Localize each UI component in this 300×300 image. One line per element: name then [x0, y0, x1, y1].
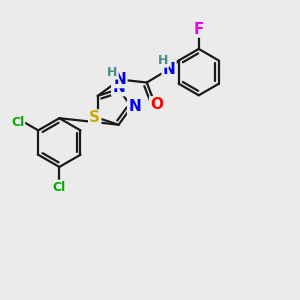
Text: H: H [158, 54, 168, 67]
Text: Cl: Cl [11, 116, 24, 129]
Text: N: N [163, 61, 176, 76]
Text: N: N [114, 72, 126, 87]
Text: N: N [128, 99, 141, 114]
Text: O: O [150, 97, 163, 112]
Text: F: F [194, 22, 204, 37]
Text: H: H [107, 66, 118, 79]
Text: S: S [89, 110, 100, 125]
Text: Cl: Cl [53, 181, 66, 194]
Text: N: N [112, 80, 125, 95]
